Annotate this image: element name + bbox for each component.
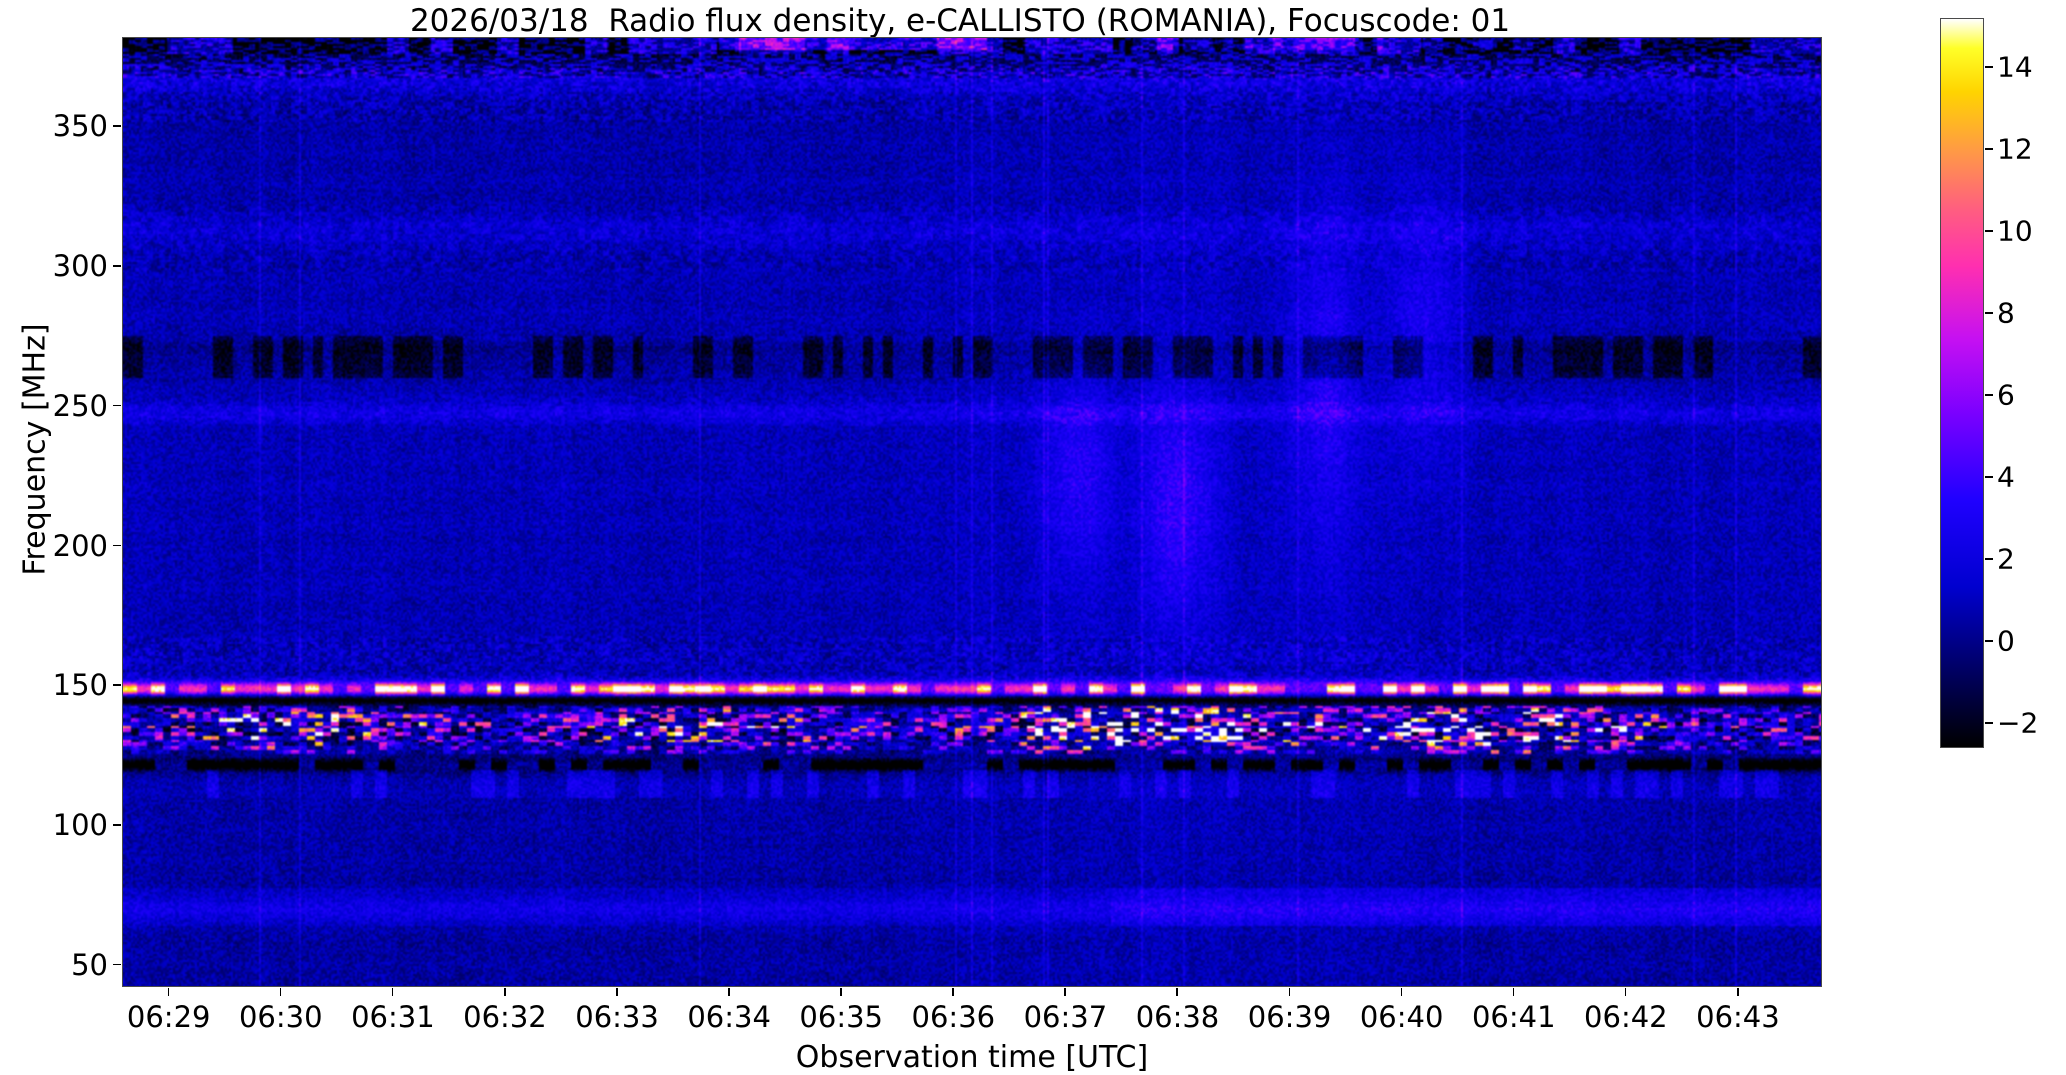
colorbar-tick-mark [1985,640,1993,642]
colorbar-tick-label: 2 [1997,542,2015,576]
x-axis-tick-mark [1176,988,1179,996]
colorbar-tick-label: 10 [1997,214,2033,248]
y-axis-tick-mark [113,823,121,826]
y-axis-tick-mark [113,404,121,407]
x-axis-tick-mark [1512,988,1515,996]
x-axis-tick-label: 06:36 [911,1000,996,1034]
colorbar-tick-mark [1985,230,1993,232]
colorbar-tick-mark [1985,558,1993,560]
y-axis-tick-label: 50 [71,947,108,982]
x-axis-tick-label: 06:38 [1135,1000,1220,1034]
colorbar-tick-label: 14 [1997,50,2033,84]
x-axis-tick-label: 06:35 [799,1000,883,1034]
x-axis-tick-mark [1624,988,1627,996]
spectrogram-image [123,38,1821,986]
y-axis-tick-mark [113,963,121,966]
colorbar-tick-mark [1985,148,1993,150]
x-axis-tick-mark [616,988,618,996]
y-axis-tick-label: 250 [52,388,108,423]
y-axis-tick-mark [113,265,121,267]
x-axis-tick-mark [840,988,842,996]
y-axis-tick-mark [113,125,121,127]
page-title: 2026/03/18 Radio flux density, e-CALLIST… [409,3,1511,39]
x-axis-tick-label: 06:42 [1584,1000,1668,1034]
x-axis-tick-mark [1288,988,1291,996]
x-axis-tick-label: 06:29 [126,1000,211,1034]
colorbar-tick-label: 8 [1997,296,2015,330]
x-axis-tick-mark [952,988,954,996]
spectrogram-plot-area[interactable] [122,37,1822,987]
y-axis-tick-label: 300 [52,249,108,284]
x-axis-tick-label: 06:34 [687,1000,771,1034]
colorbar-tick-mark [1985,722,1993,724]
x-axis-tick-label: 06:32 [463,1000,547,1034]
x-axis-tick-mark [279,988,282,996]
x-axis-tick-mark [1736,988,1739,996]
colorbar-tick-label: 4 [1997,460,2015,494]
colorbar-tick-label: 6 [1997,378,2015,412]
x-axis-tick-label: 06:41 [1471,1000,1556,1034]
colorbar-tick-label: 0 [1997,624,2015,658]
x-axis-tick-label: 06:37 [1023,1000,1108,1034]
colorbar-scale[interactable] [1940,18,1984,748]
colorbar-tick-label: 12 [1997,132,2033,166]
y-axis-tick-mark [113,544,121,547]
y-axis-label: Frequency [MHz] [17,323,53,576]
y-axis-tick-label: 350 [52,109,108,144]
x-axis-tick-mark [1064,988,1066,996]
colorbar-tick-mark [1985,312,1993,314]
x-axis-tick-label: 06:30 [238,1000,323,1034]
y-axis-tick-label: 100 [52,807,108,842]
x-axis-tick-label: 06:43 [1696,1000,1780,1034]
y-axis-tick-mark [113,684,121,686]
colorbar-tick-mark [1985,66,1993,68]
x-axis-tick-mark [167,988,170,996]
y-axis-tick-label: 150 [52,668,108,703]
x-axis-tick-mark [503,988,506,996]
y-axis-tick-label: 200 [52,528,108,563]
x-axis-tick-mark [1400,988,1403,996]
colorbar-gradient [1941,19,1983,747]
colorbar-tick-mark [1985,394,1993,396]
colorbar-tick-label: −2 [1997,706,2039,740]
x-axis-tick-label: 06:31 [351,1000,435,1034]
x-axis-tick-mark [391,988,394,996]
colorbar-tick-mark [1985,476,1993,478]
x-axis-label: Observation time [UTC] [795,1040,1149,1075]
x-axis-tick-label: 06:33 [575,1000,659,1034]
x-axis-tick-label: 06:40 [1359,1000,1444,1034]
x-axis-tick-mark [728,988,730,996]
x-axis-tick-label: 06:39 [1247,1000,1332,1034]
